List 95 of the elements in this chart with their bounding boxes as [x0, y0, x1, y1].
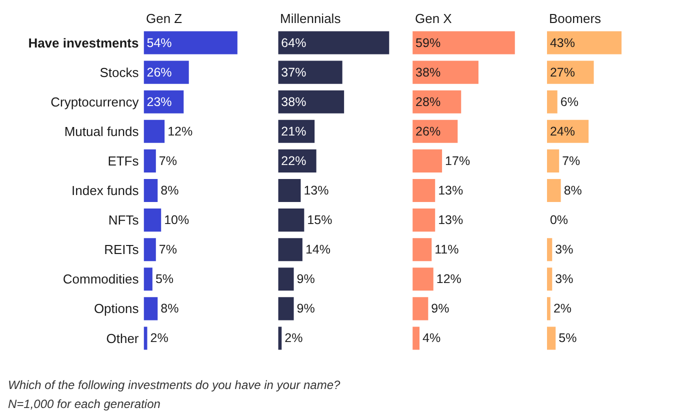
- bar: [278, 60, 342, 84]
- data-label: 8%: [564, 184, 582, 198]
- bar: [546, 297, 550, 320]
- data-label: 12%: [168, 124, 193, 138]
- bar: [546, 60, 594, 84]
- bar: [412, 60, 478, 84]
- text: Which of the following investments do you have in your name?: [8, 378, 341, 392]
- data-label: 26%: [146, 65, 172, 80]
- data-label: 8%: [160, 302, 179, 316]
- bar: [412, 178, 436, 202]
- bar: [278, 238, 302, 262]
- data-label: 54%: [146, 36, 172, 50]
- data-label: 11%: [434, 242, 459, 257]
- data-label: 64%: [281, 36, 306, 50]
- bar: [412, 297, 428, 320]
- chart-title: Millennials: [280, 11, 342, 26]
- bar: [546, 238, 552, 262]
- data-label: 38%: [416, 65, 441, 80]
- data-label: 23%: [146, 94, 172, 109]
- data-label: 4%: [422, 331, 441, 346]
- bar: [278, 178, 301, 202]
- bar: [144, 268, 152, 291]
- data-label: 2%: [284, 331, 303, 346]
- bar: [412, 238, 432, 262]
- data-label: 10%: [164, 213, 190, 228]
- bar: [144, 178, 158, 202]
- y-tick-label: Have investments: [28, 35, 139, 50]
- bar: [144, 149, 156, 172]
- bar: [144, 208, 162, 232]
- data-label: 28%: [416, 94, 441, 109]
- data-label: 21%: [281, 124, 306, 138]
- data-label: 17%: [445, 154, 470, 168]
- bar: [278, 31, 390, 54]
- bar: [546, 90, 558, 114]
- data-label: 38%: [281, 94, 306, 109]
- y-tick-label: Stocks: [100, 64, 140, 80]
- data-label: 0%: [550, 213, 568, 228]
- data-label: 27%: [550, 65, 575, 80]
- data-label: 3%: [555, 242, 574, 257]
- data-label: 37%: [281, 65, 306, 80]
- chart-title: Gen Z: [146, 11, 182, 26]
- data-label: 13%: [438, 184, 464, 198]
- bar: [278, 208, 304, 232]
- bar: [278, 268, 294, 291]
- data-label: 7%: [158, 242, 177, 257]
- data-label: 3%: [555, 272, 574, 286]
- data-label: 13%: [438, 213, 464, 228]
- bar: [546, 268, 552, 291]
- bar: [144, 120, 165, 143]
- data-label: 5%: [558, 331, 577, 346]
- y-tick-label: Index funds: [72, 183, 140, 198]
- data-label: 12%: [436, 272, 462, 286]
- y-tick-label: Mutual funds: [64, 124, 140, 139]
- text: N=1,000 for each generation: [8, 397, 161, 411]
- data-label: 9%: [296, 302, 315, 316]
- chart-title: Boomers: [549, 11, 602, 26]
- data-label: 2%: [553, 302, 572, 316]
- bar: [412, 326, 420, 350]
- data-label: 43%: [550, 36, 575, 50]
- data-label: 13%: [304, 184, 329, 198]
- data-label: 9%: [431, 302, 450, 316]
- bar: [412, 268, 434, 291]
- y-tick-label: Other: [106, 330, 140, 346]
- bar: [278, 90, 344, 114]
- bar: [412, 31, 515, 54]
- data-label: 8%: [160, 184, 179, 198]
- bar: [546, 31, 622, 54]
- data-label: 5%: [155, 272, 174, 286]
- data-label: 7%: [562, 154, 580, 168]
- data-label: 6%: [560, 94, 578, 109]
- data-label: 9%: [296, 272, 315, 286]
- data-label: 7%: [158, 154, 177, 168]
- bar: [546, 326, 556, 350]
- data-label: 26%: [416, 124, 441, 138]
- y-tick-label: ETFs: [108, 154, 140, 168]
- y-tick-label: Options: [94, 301, 140, 316]
- bar: [546, 178, 561, 202]
- data-label: 15%: [307, 213, 332, 228]
- data-label: 14%: [305, 242, 330, 257]
- y-tick-label: NFTs: [108, 212, 140, 228]
- y-tick-label: REITs: [104, 242, 140, 258]
- y-tick-label: Cryptocurrency: [50, 94, 140, 110]
- data-label: 2%: [150, 331, 168, 346]
- data-label: 59%: [416, 36, 441, 50]
- bar: [144, 31, 238, 54]
- chart-title: Gen X: [415, 11, 452, 26]
- bar: [412, 149, 442, 172]
- bar: [144, 297, 158, 320]
- data-label: 22%: [281, 154, 306, 168]
- bar: [144, 238, 156, 262]
- data-label: 24%: [550, 124, 575, 138]
- y-tick-label: Commodities: [62, 272, 140, 287]
- bar: [278, 297, 294, 320]
- bar: [412, 208, 436, 232]
- bar: [546, 149, 560, 172]
